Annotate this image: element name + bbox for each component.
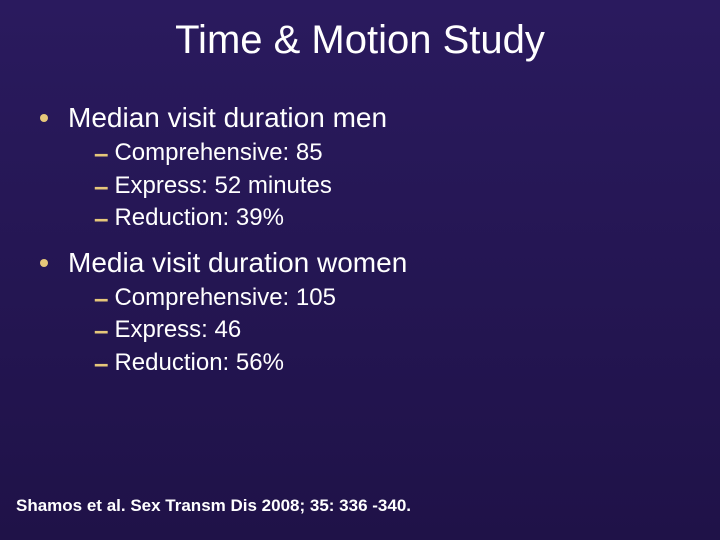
sub-text: Express: 46 <box>114 314 241 346</box>
sub-text: Reduction: 56% <box>114 347 283 379</box>
sub-item: – Comprehensive: 105 <box>94 282 680 315</box>
dash-icon: – <box>94 202 108 235</box>
sub-item: – Express: 52 minutes <box>94 170 680 203</box>
bullet-item: Median visit duration men <box>40 100 680 135</box>
sub-text: Comprehensive: 105 <box>114 282 335 314</box>
sub-item: – Comprehensive: 85 <box>94 137 680 170</box>
dash-icon: – <box>94 314 108 347</box>
sub-list: – Comprehensive: 85 – Express: 52 minute… <box>94 137 680 235</box>
dash-icon: – <box>94 282 108 315</box>
dash-icon: – <box>94 137 108 170</box>
bullet-item: Media visit duration women <box>40 245 680 280</box>
citation-text: Shamos et al. Sex Transm Dis 2008; 35: 3… <box>16 496 411 516</box>
bullet-icon <box>40 114 48 122</box>
sub-item: – Express: 46 <box>94 314 680 347</box>
sub-item: – Reduction: 39% <box>94 202 680 235</box>
dash-icon: – <box>94 170 108 203</box>
slide: Time & Motion Study Median visit duratio… <box>0 0 720 540</box>
bullet-icon <box>40 259 48 267</box>
bullet-text: Median visit duration men <box>68 100 387 135</box>
sub-text: Express: 52 minutes <box>114 170 331 202</box>
bullet-text: Media visit duration women <box>68 245 407 280</box>
sub-item: – Reduction: 56% <box>94 347 680 380</box>
slide-title: Time & Motion Study <box>0 18 720 63</box>
sub-text: Comprehensive: 85 <box>114 137 322 169</box>
dash-icon: – <box>94 347 108 380</box>
content-area: Median visit duration men – Comprehensiv… <box>40 100 680 389</box>
sub-text: Reduction: 39% <box>114 202 283 234</box>
sub-list: – Comprehensive: 105 – Express: 46 – Red… <box>94 282 680 380</box>
